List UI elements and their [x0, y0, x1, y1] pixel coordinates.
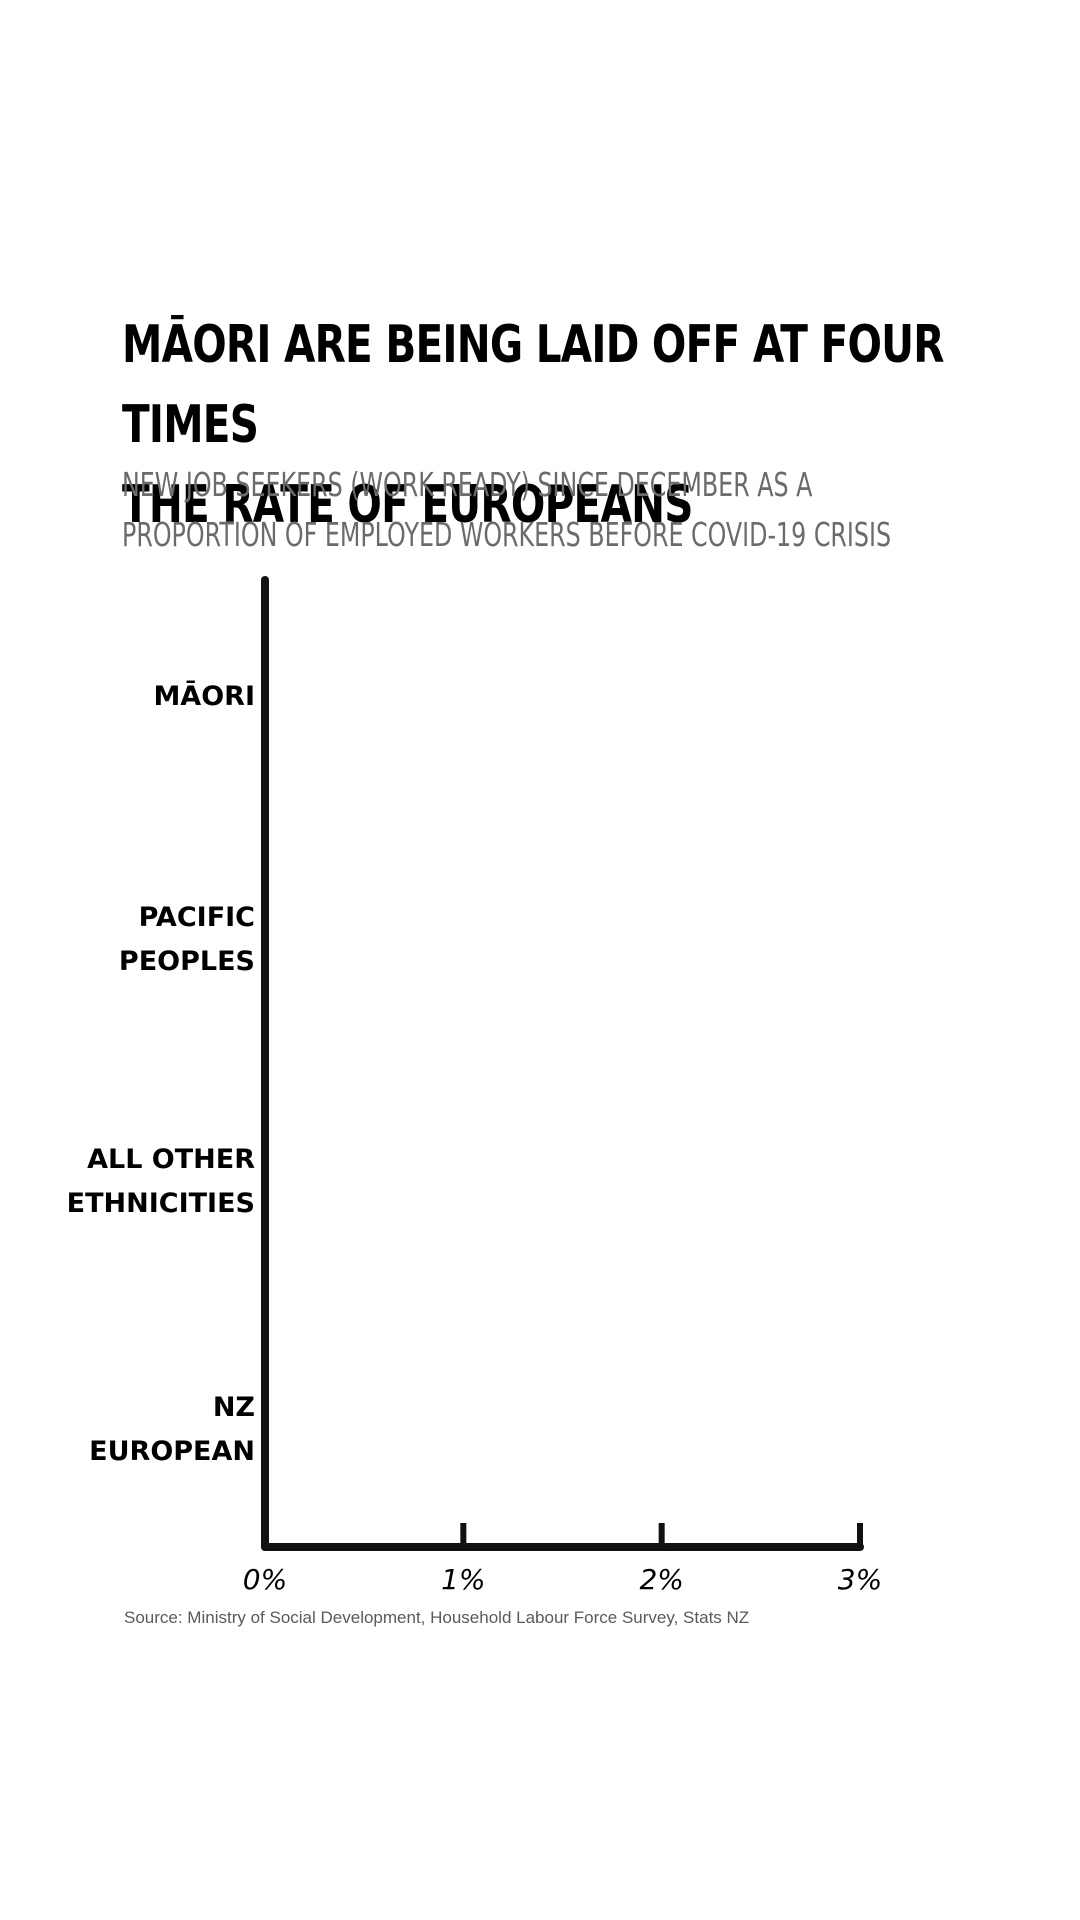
x-tick-labels: 0% 1% 2% 3% [243, 1563, 882, 1596]
chart-subtitle: NEW JOB SEEKERS (WORK READY) SINCE DECEM… [122, 460, 914, 560]
x-tick-label: 1% [441, 1563, 485, 1596]
category-label-line: ALL OTHER [87, 1144, 255, 1175]
chart-axes [261, 576, 864, 1551]
x-tick-label: 0% [243, 1563, 287, 1596]
chart-subtitle-line-1: NEW JOB SEEKERS (WORK READY) SINCE DECEM… [122, 465, 813, 504]
category-label-line: PEOPLES [119, 946, 255, 977]
category-label: ALL OTHER ETHNICITIES [67, 1144, 256, 1219]
category-label-line: EUROPEAN [89, 1436, 255, 1467]
category-label-line: ETHNICITIES [67, 1188, 255, 1219]
chart-subtitle-line-2: PROPORTION OF EMPLOYED WORKERS BEFORE CO… [122, 515, 892, 554]
x-tick-label: 2% [639, 1563, 683, 1596]
chart-title-line-1: MĀORI ARE BEING LAID OFF AT FOUR TIMES [122, 315, 945, 455]
x-tick-label: 3% [838, 1563, 882, 1596]
category-label-line: MĀORI [153, 680, 255, 712]
category-labels: MĀORI PACIFIC PEOPLES ALL OTHER ETHNICITIES N… [67, 680, 256, 1467]
category-label-line: PACIFIC [139, 902, 255, 933]
category-label: PACIFIC PEOPLES [119, 902, 255, 977]
chart-title-line-2: THE RATE OF EUROPEANS [122, 475, 693, 535]
chart-title: MĀORI ARE BEING LAID OFF AT FOUR TIMES T… [122, 305, 980, 545]
category-label-line: NZ [213, 1392, 255, 1423]
category-label: MĀORI [153, 680, 255, 712]
category-label: NZ EUROPEAN [89, 1392, 255, 1467]
source-note: Source: Ministry of Social Development, … [124, 1608, 750, 1627]
